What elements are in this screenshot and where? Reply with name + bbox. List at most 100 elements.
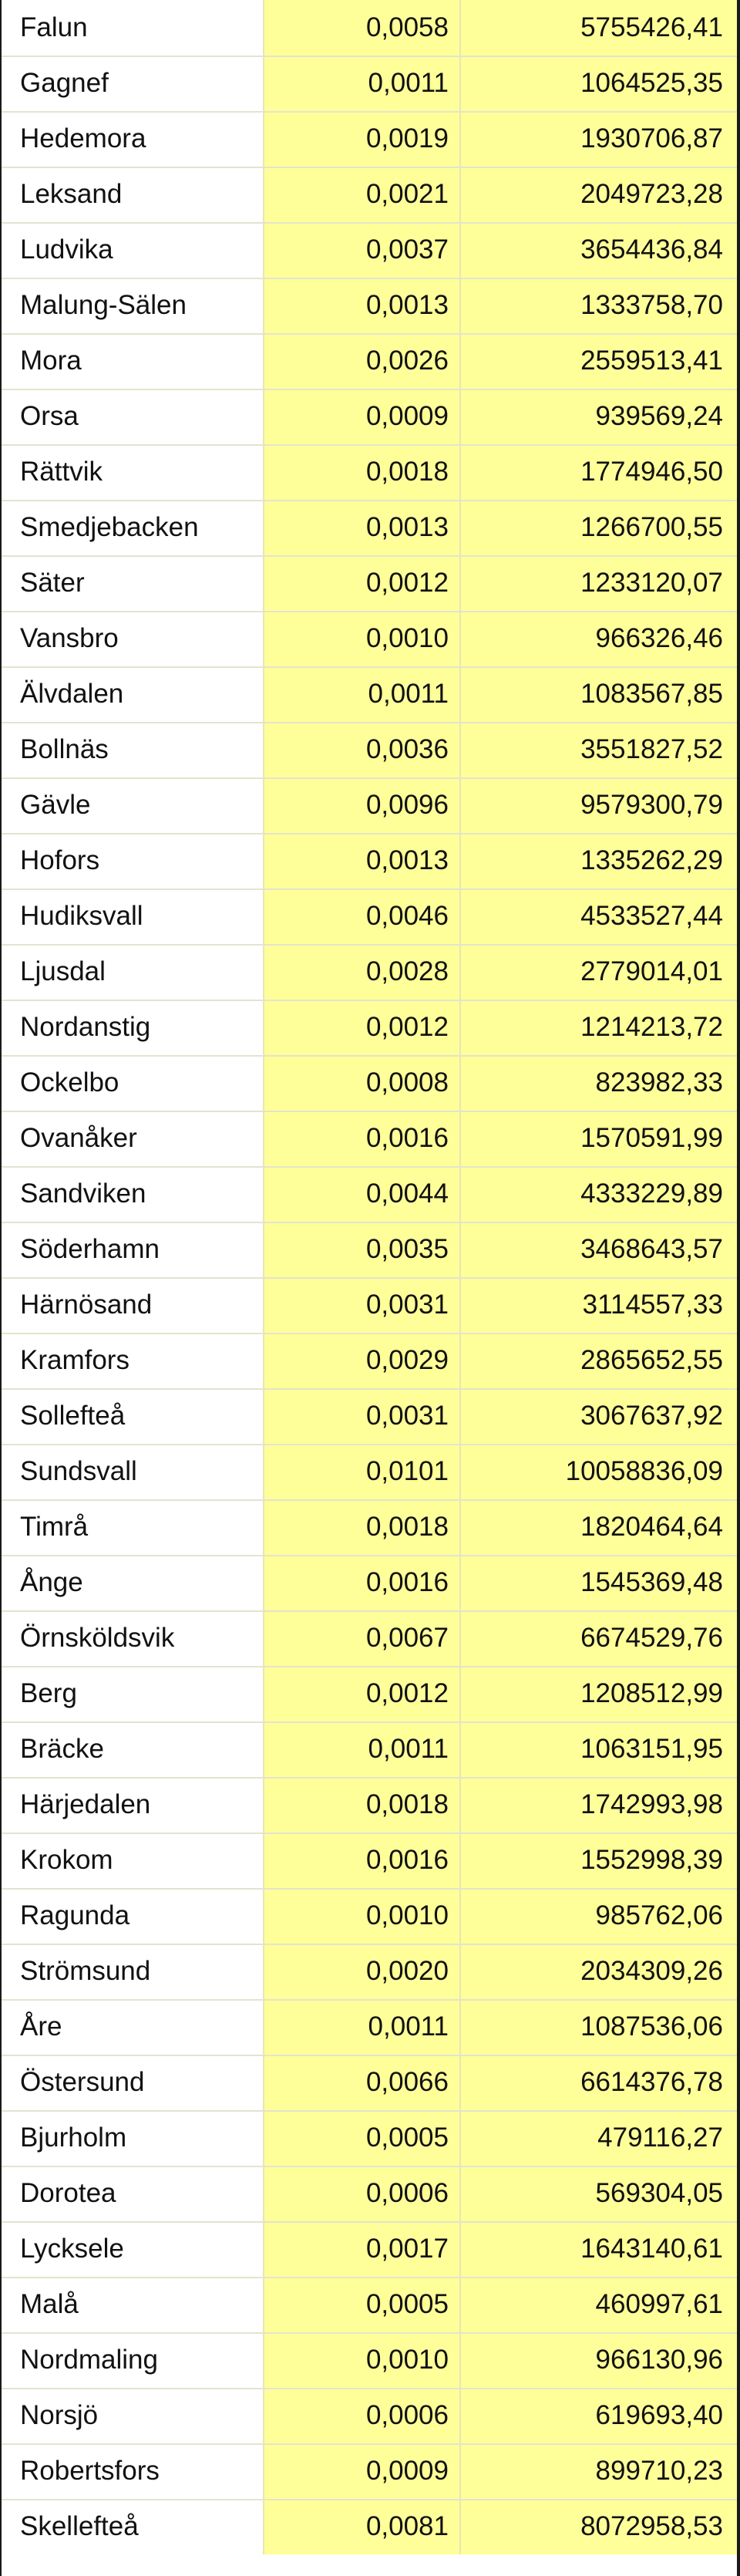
share-cell[interactable]: 0,0035 — [263, 1222, 459, 1277]
municipality-name-cell[interactable]: Sundsvall — [3, 1444, 263, 1499]
municipality-name-cell[interactable]: Mora — [3, 333, 263, 389]
share-cell[interactable]: 0,0096 — [263, 777, 459, 833]
municipality-name-cell[interactable]: Härjedalen — [3, 1777, 263, 1833]
share-cell[interactable]: 0,0021 — [263, 167, 459, 222]
share-cell[interactable]: 0,0018 — [263, 1499, 459, 1555]
share-cell[interactable]: 0,0006 — [263, 2388, 459, 2443]
share-cell[interactable]: 0,0013 — [263, 500, 459, 555]
share-cell[interactable]: 0,0012 — [263, 1000, 459, 1055]
amount-cell[interactable]: 1335262,29 — [459, 833, 738, 888]
share-cell[interactable]: 0,0101 — [263, 1444, 459, 1499]
amount-cell[interactable]: 966326,46 — [459, 611, 738, 666]
municipality-name-cell[interactable]: Hofors — [3, 833, 263, 888]
municipality-name-cell[interactable]: Sandviken — [3, 1166, 263, 1222]
share-cell[interactable]: 0,0044 — [263, 1166, 459, 1222]
amount-cell[interactable]: 4533527,44 — [459, 888, 738, 944]
municipality-name-cell[interactable]: Berg — [3, 1666, 263, 1721]
amount-cell[interactable]: 966130,96 — [459, 2332, 738, 2388]
municipality-name-cell[interactable]: Ragunda — [3, 1888, 263, 1944]
amount-cell[interactable]: 1570591,99 — [459, 1111, 738, 1166]
amount-cell[interactable]: 1643140,61 — [459, 2221, 738, 2277]
municipality-name-cell[interactable]: Örnsköldsvik — [3, 1610, 263, 1666]
municipality-name-cell[interactable]: Ockelbo — [3, 1055, 263, 1111]
amount-cell[interactable]: 3654436,84 — [459, 222, 738, 278]
amount-cell[interactable]: 823982,33 — [459, 1055, 738, 1111]
share-cell[interactable]: 0,0005 — [263, 2277, 459, 2332]
share-cell[interactable]: 0,0019 — [263, 111, 459, 167]
share-cell[interactable]: 0,0067 — [263, 1610, 459, 1666]
municipality-name-cell[interactable]: Sollefteå — [3, 1388, 263, 1444]
share-cell[interactable]: 0,0012 — [263, 555, 459, 611]
share-cell[interactable]: 0,0013 — [263, 278, 459, 333]
municipality-name-cell[interactable]: Malung-Sälen — [3, 278, 263, 333]
share-cell[interactable]: 0,0018 — [263, 444, 459, 500]
amount-cell[interactable]: 1774946,50 — [459, 444, 738, 500]
amount-cell[interactable]: 1063151,95 — [459, 1721, 738, 1777]
share-cell[interactable]: 0,0026 — [263, 333, 459, 389]
amount-cell[interactable]: 8072958,53 — [459, 2499, 738, 2554]
share-cell[interactable]: 0,0016 — [263, 1111, 459, 1166]
share-cell[interactable]: 0,0009 — [263, 389, 459, 444]
amount-cell[interactable]: 479116,27 — [459, 2110, 738, 2166]
municipality-name-cell[interactable]: Gagnef — [3, 56, 263, 111]
municipality-name-cell[interactable]: Östersund — [3, 2055, 263, 2110]
amount-cell[interactable]: 1333758,70 — [459, 278, 738, 333]
amount-cell[interactable]: 3468643,57 — [459, 1222, 738, 1277]
amount-cell[interactable]: 1083567,85 — [459, 666, 738, 722]
municipality-name-cell[interactable]: Leksand — [3, 167, 263, 222]
municipality-name-cell[interactable]: Hudiksvall — [3, 888, 263, 944]
amount-cell[interactable]: 619693,40 — [459, 2388, 738, 2443]
share-cell[interactable]: 0,0036 — [263, 722, 459, 777]
amount-cell[interactable]: 1742993,98 — [459, 1777, 738, 1833]
share-cell[interactable]: 0,0008 — [263, 1055, 459, 1111]
municipality-name-cell[interactable]: Härnösand — [3, 1277, 263, 1333]
amount-cell[interactable]: 1064525,35 — [459, 56, 738, 111]
municipality-name-cell[interactable]: Nordanstig — [3, 1000, 263, 1055]
share-cell[interactable]: 0,0006 — [263, 2166, 459, 2221]
share-cell[interactable]: 0,0012 — [263, 1666, 459, 1721]
share-cell[interactable]: 0,0020 — [263, 1944, 459, 1999]
amount-cell[interactable]: 1087536,06 — [459, 1999, 738, 2055]
amount-cell[interactable]: 2559513,41 — [459, 333, 738, 389]
amount-cell[interactable]: 1930706,87 — [459, 111, 738, 167]
amount-cell[interactable]: 6614376,78 — [459, 2055, 738, 2110]
municipality-name-cell[interactable]: Söderhamn — [3, 1222, 263, 1277]
amount-cell[interactable]: 460997,61 — [459, 2277, 738, 2332]
municipality-name-cell[interactable]: Norsjö — [3, 2388, 263, 2443]
share-cell[interactable]: 0,0017 — [263, 2221, 459, 2277]
municipality-name-cell[interactable]: Skellefteå — [3, 2499, 263, 2554]
municipality-name-cell[interactable]: Falun — [3, 0, 263, 56]
amount-cell[interactable]: 1208512,99 — [459, 1666, 738, 1721]
amount-cell[interactable]: 2034309,26 — [459, 1944, 738, 1999]
share-cell[interactable]: 0,0011 — [263, 1721, 459, 1777]
municipality-name-cell[interactable]: Ludvika — [3, 222, 263, 278]
amount-cell[interactable]: 985762,06 — [459, 1888, 738, 1944]
amount-cell[interactable]: 569304,05 — [459, 2166, 738, 2221]
amount-cell[interactable]: 2865652,55 — [459, 1333, 738, 1388]
amount-cell[interactable]: 1545369,48 — [459, 1555, 738, 1610]
municipality-name-cell[interactable]: Strömsund — [3, 1944, 263, 1999]
municipality-name-cell[interactable]: Orsa — [3, 389, 263, 444]
municipality-name-cell[interactable]: Älvdalen — [3, 666, 263, 722]
share-cell[interactable]: 0,0031 — [263, 1388, 459, 1444]
amount-cell[interactable]: 3114557,33 — [459, 1277, 738, 1333]
share-cell[interactable]: 0,0010 — [263, 1888, 459, 1944]
municipality-name-cell[interactable]: Gävle — [3, 777, 263, 833]
share-cell[interactable]: 0,0016 — [263, 1833, 459, 1888]
share-cell[interactable]: 0,0009 — [263, 2443, 459, 2499]
amount-cell[interactable]: 2779014,01 — [459, 944, 738, 1000]
amount-cell[interactable]: 3067637,92 — [459, 1388, 738, 1444]
share-cell[interactable]: 0,0011 — [263, 56, 459, 111]
amount-cell[interactable]: 3551827,52 — [459, 722, 738, 777]
share-cell[interactable]: 0,0031 — [263, 1277, 459, 1333]
share-cell[interactable]: 0,0005 — [263, 2110, 459, 2166]
municipality-name-cell[interactable]: Vansbro — [3, 611, 263, 666]
municipality-name-cell[interactable]: Bollnäs — [3, 722, 263, 777]
share-cell[interactable]: 0,0081 — [263, 2499, 459, 2554]
municipality-name-cell[interactable]: Krokom — [3, 1833, 263, 1888]
municipality-name-cell[interactable]: Nordmaling — [3, 2332, 263, 2388]
municipality-name-cell[interactable]: Bjurholm — [3, 2110, 263, 2166]
amount-cell[interactable]: 899710,23 — [459, 2443, 738, 2499]
municipality-name-cell[interactable]: Timrå — [3, 1499, 263, 1555]
municipality-name-cell[interactable]: Lycksele — [3, 2221, 263, 2277]
